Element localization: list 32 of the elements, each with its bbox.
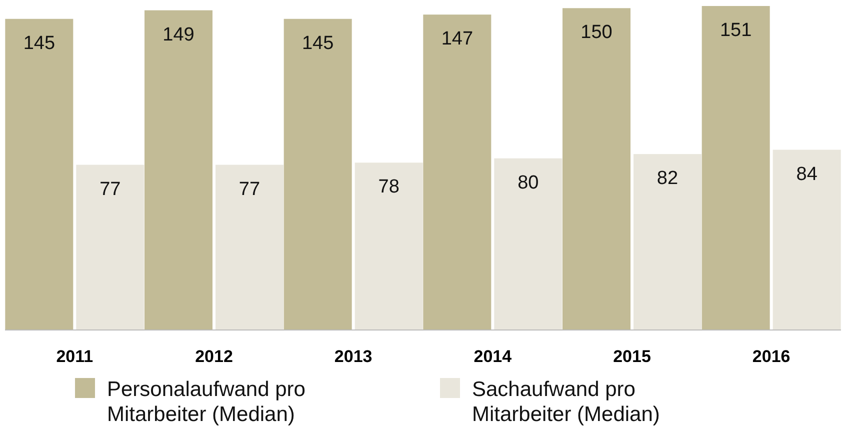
data-label: 82 bbox=[656, 168, 678, 190]
data-label: 147 bbox=[441, 28, 474, 50]
data-label: 145 bbox=[23, 32, 56, 54]
data-label: 77 bbox=[100, 178, 121, 200]
x-tick-label: 2011 bbox=[56, 347, 94, 366]
bar bbox=[5, 18, 74, 330]
bar bbox=[76, 164, 144, 330]
bar bbox=[772, 150, 841, 330]
x-tick-label: 2012 bbox=[195, 347, 233, 366]
bar bbox=[354, 162, 423, 330]
data-label: 149 bbox=[162, 24, 194, 46]
bar bbox=[216, 164, 284, 330]
data-label: 151 bbox=[720, 20, 752, 41]
bar bbox=[423, 14, 492, 330]
data-label: 80 bbox=[518, 172, 539, 194]
x-tick-label: 2015 bbox=[613, 347, 651, 366]
bar bbox=[144, 10, 212, 330]
x-tick-label: 2013 bbox=[334, 347, 372, 366]
legend-label: Sachaufwand pro Mitarbeiter (Median) bbox=[472, 378, 660, 426]
data-label: 150 bbox=[580, 22, 612, 44]
data-label: 145 bbox=[302, 32, 334, 54]
bar bbox=[634, 154, 702, 330]
bar bbox=[284, 18, 352, 330]
x-tick-label: 2016 bbox=[752, 347, 790, 366]
x-tick-label: 2014 bbox=[474, 347, 512, 366]
legend-label: Personalaufwand pro Mitarbeiter (Median) bbox=[107, 378, 306, 426]
bar bbox=[702, 6, 770, 330]
bar bbox=[494, 158, 562, 330]
data-label: 84 bbox=[796, 164, 818, 185]
bar bbox=[562, 8, 630, 330]
data-label: 78 bbox=[378, 176, 400, 198]
data-label: 77 bbox=[238, 178, 260, 200]
